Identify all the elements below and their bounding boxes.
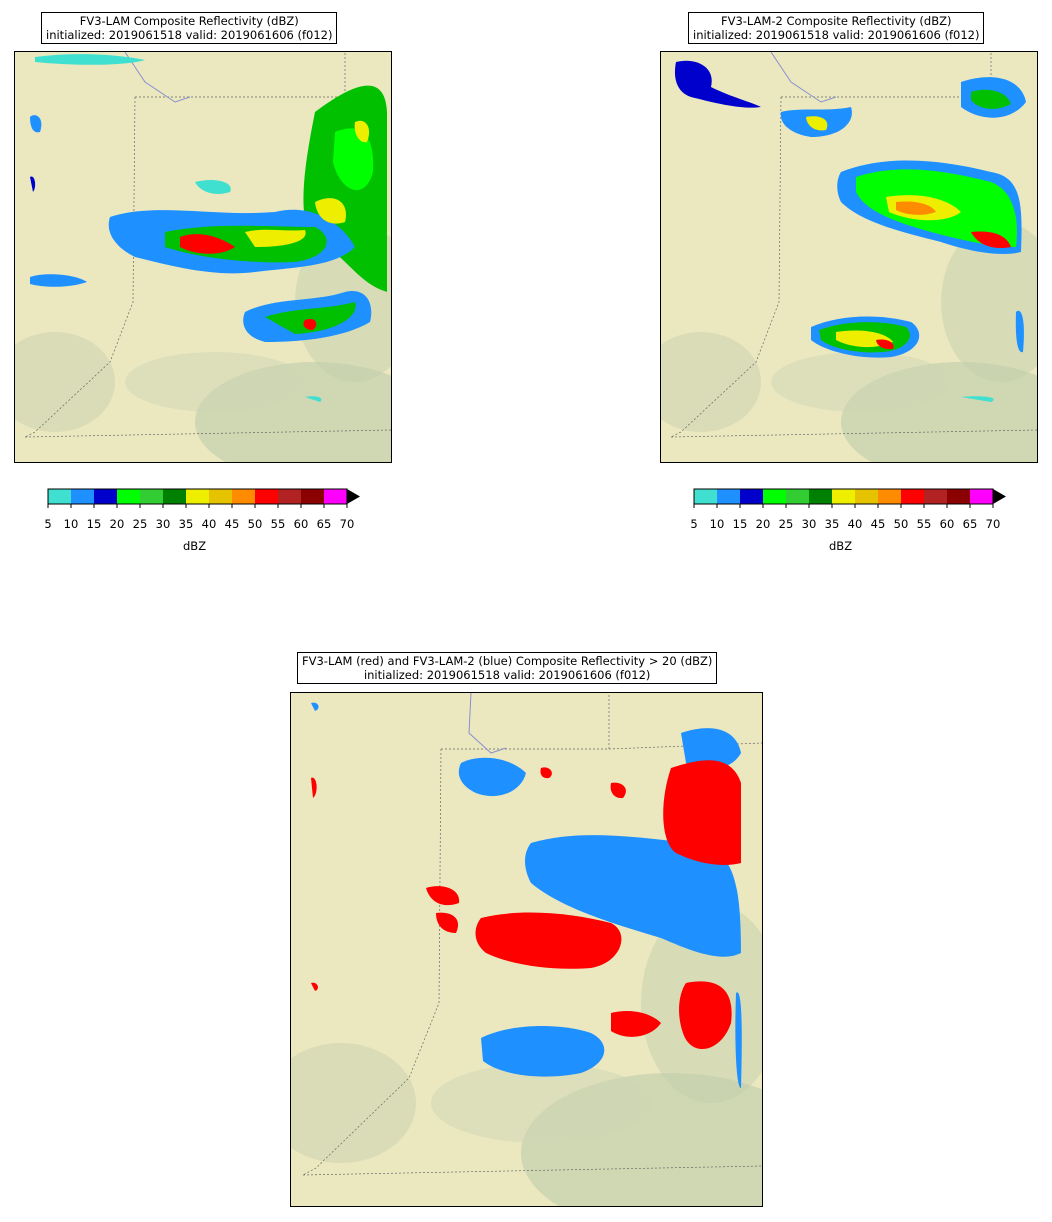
panel-1-title-line1: FV3-LAM Composite Reflectivity (dBZ)	[79, 14, 299, 28]
colorbar-1-tick-label: 10	[63, 517, 79, 531]
colorbar-1-tick-label: 30	[155, 517, 171, 531]
colorbar-1-tick-label: 50	[247, 517, 263, 531]
colorbar-1-tick-label: 45	[224, 517, 240, 531]
colorbar-2-swatch	[717, 489, 740, 504]
colorbar-2-label: dBZ	[829, 539, 853, 553]
colorbar-2-swatch	[970, 489, 993, 504]
colorbar-2-tick-label: 55	[916, 517, 932, 531]
colorbar-1-label: dBZ	[183, 539, 207, 553]
panel-2-map-svg	[661, 52, 1037, 462]
panel-1-map-svg	[15, 52, 391, 462]
colorbar-1-tick-label: 65	[316, 517, 332, 531]
colorbar-2-extend-arrow	[993, 489, 1006, 504]
colorbar-1-tick-label: 25	[132, 517, 148, 531]
panel-1-title-line2: initialized: 2019061518 valid: 201906160…	[46, 28, 333, 42]
colorbar-2-tick-label: 70	[985, 517, 1001, 531]
colorbar-1-tick-label: 35	[178, 517, 194, 531]
colorbar-2-swatch	[809, 489, 832, 504]
colorbar-1-tick-label: 55	[270, 517, 286, 531]
panel-3-title-line1: FV3-LAM (red) and FV3-LAM-2 (blue) Compo…	[302, 654, 713, 668]
colorbar-2-tick-label: 30	[801, 517, 817, 531]
colorbar-2-tick-label: 45	[870, 517, 886, 531]
colorbar-1-swatch	[163, 489, 186, 504]
colorbar-1-swatch	[71, 489, 94, 504]
colorbar-1-swatch	[140, 489, 163, 504]
colorbar-2-tick-label: 15	[732, 517, 748, 531]
colorbar-1-swatch	[209, 489, 232, 504]
colorbar-1-swatch	[94, 489, 117, 504]
colorbar-1-swatch	[255, 489, 278, 504]
panel-1-map	[14, 51, 392, 463]
panel-3-title: FV3-LAM (red) and FV3-LAM-2 (blue) Compo…	[297, 652, 718, 684]
colorbar-1-swatch	[186, 489, 209, 504]
colorbar-2-svg	[693, 488, 1006, 508]
colorbar-2-swatch	[855, 489, 878, 504]
panel-3-map-svg	[291, 693, 762, 1206]
colorbar-2-swatch	[947, 489, 970, 504]
colorbar-2-tick-label: 35	[824, 517, 840, 531]
panel-1-reflectivity	[30, 54, 387, 402]
colorbar-2-swatch	[924, 489, 947, 504]
colorbar-2-tick-label: 40	[847, 517, 863, 531]
panel-2-reflectivity	[674, 60, 1026, 402]
colorbar-2-swatch	[763, 489, 786, 504]
panel-2-title-line2: initialized: 2019061518 valid: 201906160…	[693, 28, 980, 42]
colorbar-2-swatch	[878, 489, 901, 504]
panel-2-map	[660, 51, 1038, 463]
colorbar-1-tick-label: 40	[201, 517, 217, 531]
colorbar-1-swatch	[117, 489, 140, 504]
colorbar-2-tick-label: 50	[893, 517, 909, 531]
colorbar-2-tick-label: 20	[755, 517, 771, 531]
colorbar-2-tick-label: 5	[690, 517, 698, 531]
colorbar-1-svg	[47, 488, 360, 508]
panel-3-title-line2: initialized: 2019061518 valid: 201906160…	[363, 668, 651, 682]
colorbar-2-tick-label: 65	[962, 517, 978, 531]
colorbar-2-swatch	[832, 489, 855, 504]
panel-3-overlay	[311, 702, 742, 1089]
colorbar-1-swatch	[278, 489, 301, 504]
colorbar-1-swatch	[232, 489, 255, 504]
colorbar-2-swatch	[740, 489, 763, 504]
colorbar-1-swatch	[301, 489, 324, 504]
colorbar-1-tick-label: 5	[44, 517, 52, 531]
panel-3-map	[290, 692, 763, 1207]
colorbar-2-swatch	[786, 489, 809, 504]
panel-2-title: FV3-LAM-2 Composite Reflectivity (dBZ) i…	[688, 12, 985, 44]
colorbar-2-swatch	[694, 489, 717, 504]
panel-1-title: FV3-LAM Composite Reflectivity (dBZ) ini…	[41, 12, 338, 44]
colorbar-1: 5 10 15 20 25 30 35 40 45 50 55 60 65 70 dBZ	[44, 488, 367, 558]
colorbar-1-tick-label: 60	[293, 517, 309, 531]
colorbar-2-tick-label: 60	[939, 517, 955, 531]
colorbar-2-swatch	[901, 489, 924, 504]
colorbar-2-tick-label: 25	[778, 517, 794, 531]
colorbar-1-swatch	[48, 489, 71, 504]
colorbar-1-swatch	[324, 489, 347, 504]
colorbar-2-tick-label: 10	[709, 517, 725, 531]
colorbar-1-tick-label: 20	[109, 517, 125, 531]
panel-2-title-line1: FV3-LAM-2 Composite Reflectivity (dBZ)	[720, 14, 952, 28]
colorbar-1-tick-label: 15	[86, 517, 102, 531]
colorbar-1-tick-label: 70	[339, 517, 355, 531]
colorbar-2: 5 10 15 20 25 30 35 40 45 50 55 60 65 70 dBZ	[690, 488, 1013, 558]
colorbar-1-extend-arrow	[347, 489, 360, 504]
